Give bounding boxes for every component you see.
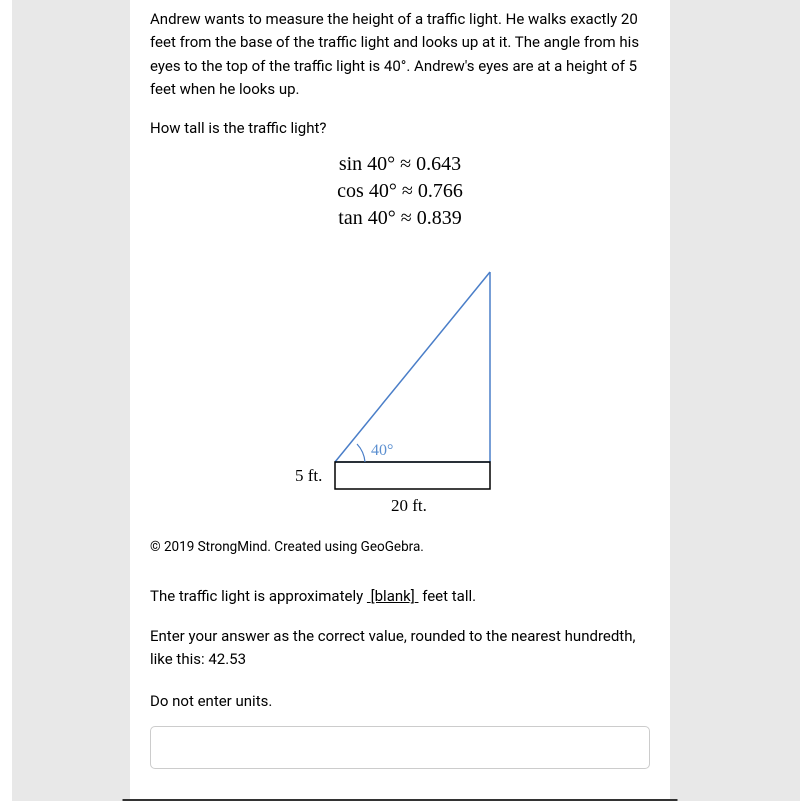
- question-text: How tall is the traffic light?: [150, 119, 650, 137]
- problem-text: Andrew wants to measure the height of a …: [150, 8, 650, 101]
- hypotenuse: [335, 272, 490, 462]
- diagram-svg: 40° 5 ft. 20 ft.: [275, 257, 525, 517]
- prompt-before: The traffic light is approximately: [150, 587, 367, 605]
- cos-approx: ≈: [402, 180, 413, 202]
- trig-values-block: sin 40° ≈ 0.643 cos 40° ≈ 0.766 tan 40° …: [150, 151, 650, 232]
- height-label: 5 ft.: [295, 466, 322, 485]
- answer-input[interactable]: [150, 726, 650, 769]
- tan-row: tan 40° ≈ 0.839: [150, 205, 650, 232]
- sin-value: 0.643: [416, 153, 461, 175]
- blank-placeholder: [blank]: [367, 587, 419, 605]
- triangle-diagram: 40° 5 ft. 20 ft.: [150, 257, 650, 517]
- sin-approx: ≈: [400, 153, 411, 175]
- sin-row: sin 40° ≈ 0.643: [150, 151, 650, 178]
- sin-label: sin 40°: [339, 153, 395, 175]
- tan-label: tan 40°: [338, 207, 395, 229]
- problem-page: Andrew wants to measure the height of a …: [130, 0, 670, 801]
- answer-prompt: The traffic light is approximately [blan…: [150, 587, 650, 605]
- base-label: 20 ft.: [391, 496, 427, 515]
- cos-label: cos 40°: [337, 180, 397, 202]
- prompt-after: feet tall.: [418, 587, 476, 605]
- copyright-text: © 2019 StrongMind. Created using GeoGebr…: [150, 539, 650, 555]
- tan-value: 0.839: [417, 207, 462, 229]
- base-rectangle: [335, 462, 490, 489]
- cos-value: 0.766: [418, 180, 463, 202]
- cos-row: cos 40° ≈ 0.766: [150, 178, 650, 205]
- angle-label: 40°: [371, 442, 393, 459]
- tan-approx: ≈: [401, 207, 412, 229]
- no-units-text: Do not enter units.: [150, 692, 650, 710]
- angle-arc: [357, 444, 365, 462]
- answer-instructions: Enter your answer as the correct value, …: [150, 625, 650, 672]
